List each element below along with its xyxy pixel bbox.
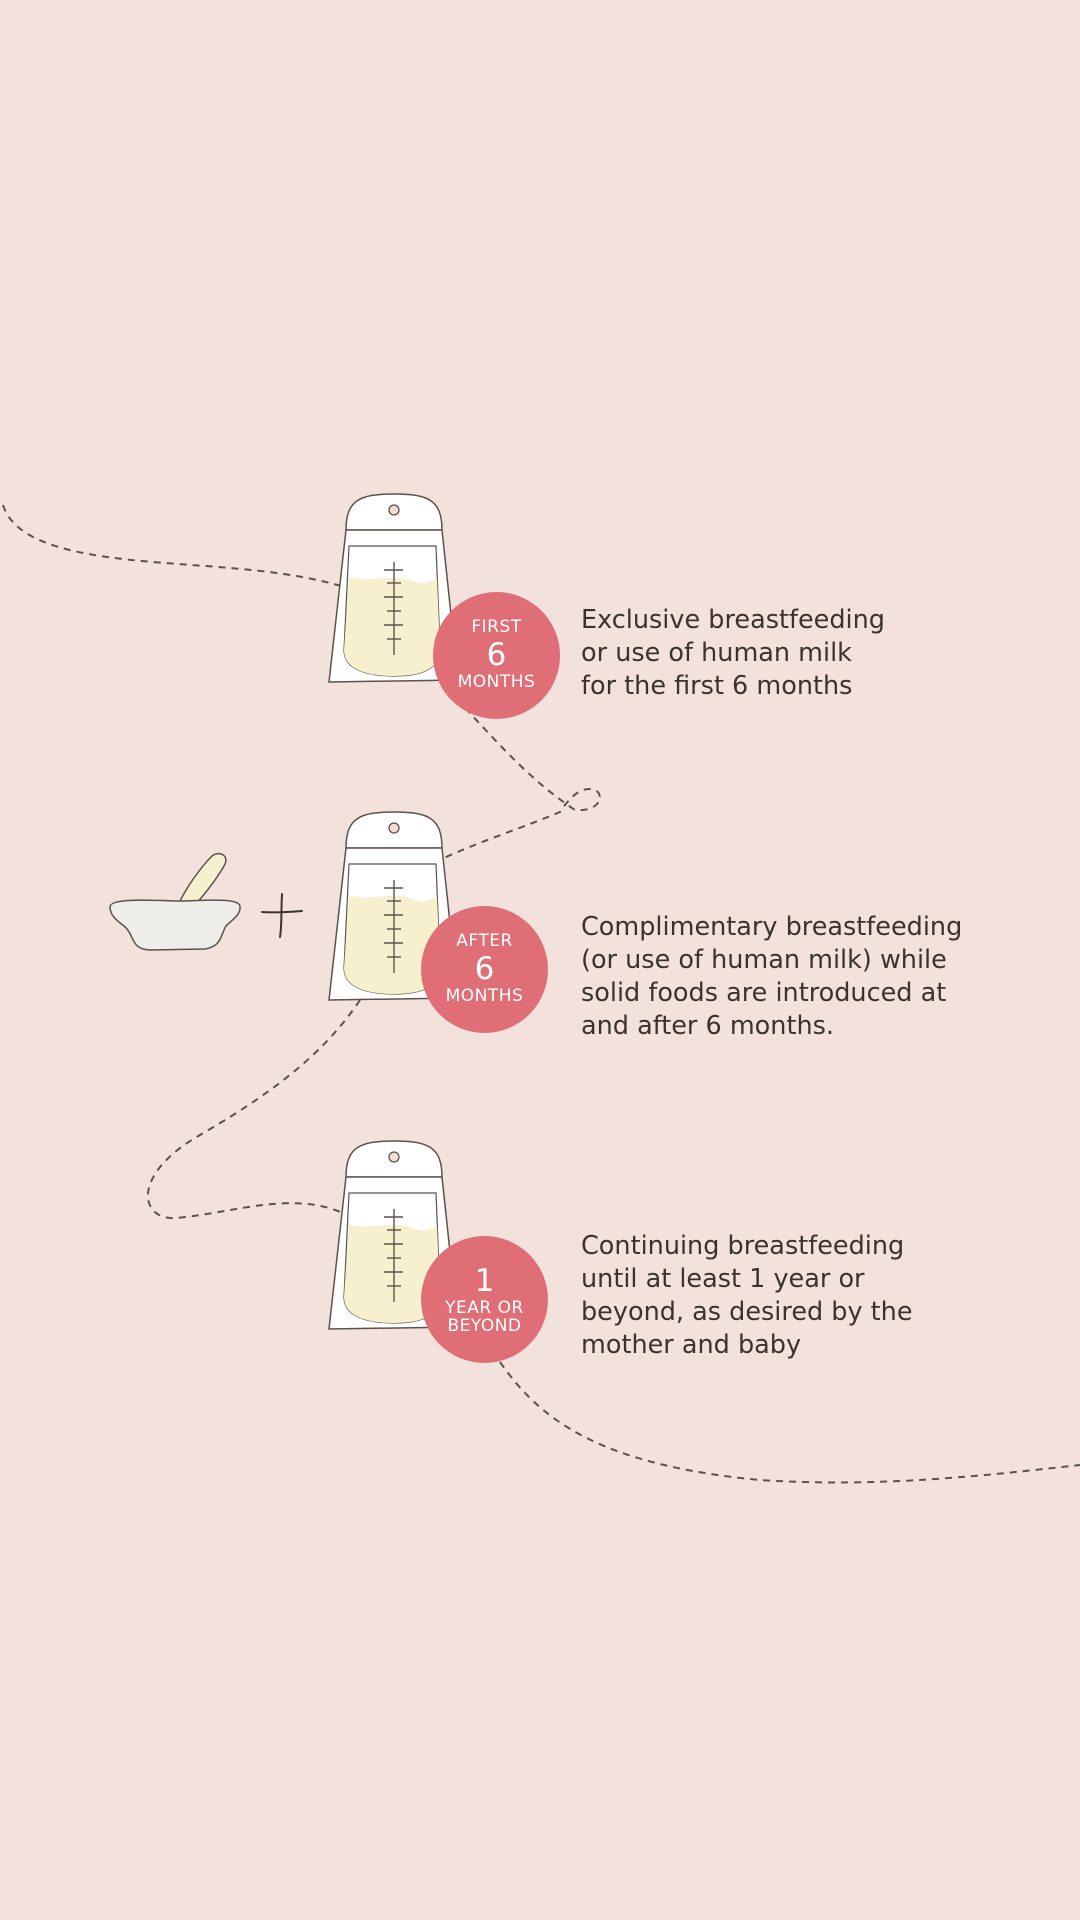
dashed-path-curve — [146, 999, 361, 1220]
badge-sub-text: YEAR OR — [445, 1298, 524, 1319]
badge-bottom-text: MONTHS — [445, 986, 524, 1007]
caption-line: beyond, as desired by the — [581, 1297, 913, 1327]
step-3-caption: Continuing breastfeeding until at least … — [581, 1230, 1051, 1362]
badge-top-text: AFTER — [456, 930, 513, 951]
badge-top-text: FIRST — [471, 616, 522, 637]
caption-line: Exclusive breastfeeding — [581, 605, 885, 635]
caption-line: until at least 1 year or — [581, 1264, 865, 1294]
badge-1-year-or-beyond: 1 YEAR OR BEYOND — [421, 1236, 548, 1363]
caption-line: Continuing breastfeeding — [581, 1231, 905, 1261]
caption-line: and after 6 months. — [581, 1011, 834, 1041]
badge-sub-text: BEYOND — [447, 1316, 522, 1337]
caption-line: (or use of human milk) while — [581, 945, 947, 975]
dashed-path-end — [499, 1361, 1080, 1484]
food-bowl-spoon-icon — [109, 852, 241, 951]
badge-number: 6 — [474, 950, 495, 987]
badge-number: 6 — [486, 636, 507, 673]
step-2-caption: Complimentary breastfeeding (or use of h… — [581, 911, 1051, 1043]
badge-number: 1 — [474, 1262, 495, 1299]
caption-line: solid foods are introduced at — [581, 978, 947, 1008]
dashed-path-start — [2, 504, 346, 588]
step-1-caption: Exclusive breastfeeding or use of human … — [581, 604, 1051, 703]
caption-line: or use of human milk — [581, 638, 852, 668]
plus-icon — [261, 893, 303, 938]
caption-line: for the first 6 months — [581, 671, 853, 701]
caption-line: mother and baby — [581, 1330, 802, 1360]
dashed-path-loop — [439, 707, 601, 861]
caption-line: Complimentary breastfeeding — [581, 912, 963, 942]
badge-bottom-text: MONTHS — [457, 672, 536, 693]
milk-storage-bag-icon — [328, 1140, 459, 1330]
badge-after-6-months: AFTER 6 MONTHS — [421, 906, 548, 1033]
badge-first-6-months: FIRST 6 MONTHS — [433, 592, 560, 719]
